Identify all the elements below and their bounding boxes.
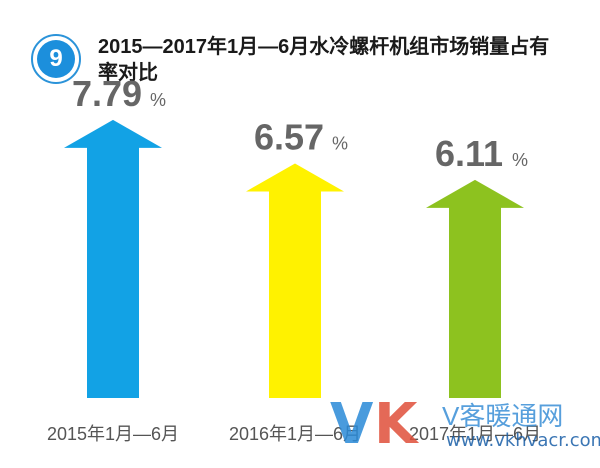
watermark-v: V	[330, 392, 374, 457]
arrow-bar-1	[64, 119, 162, 398]
category-label-3: 2017年1月—6月	[409, 424, 541, 444]
unit-label-1: %	[150, 90, 166, 110]
watermark-k: K	[374, 392, 418, 457]
watermark-logo: V K V客暖通网 www.vkhvacr.com	[330, 392, 600, 462]
section-number-badge: 9	[31, 34, 81, 84]
value-label-2: 6.57	[254, 116, 324, 157]
arrow-bar-2	[246, 163, 344, 398]
unit-label-3: %	[512, 150, 528, 170]
chart-title: 2015—2017年1月—6月水冷螺杆机组市场销量占有率对比	[98, 36, 550, 84]
watermark-site-name: V客暖通网	[442, 401, 564, 431]
value-label-3: 6.11	[435, 133, 503, 174]
section-number: 9	[37, 40, 75, 78]
value-label-1: 7.79	[72, 73, 142, 114]
category-label-2: 2016年1月—6月	[229, 424, 361, 444]
unit-label-2: %	[332, 133, 348, 153]
arrow-bar-3	[426, 179, 524, 398]
watermark-url: www.vkhvacr.com	[446, 430, 600, 451]
category-label-1: 2015年1月—6月	[47, 424, 179, 444]
